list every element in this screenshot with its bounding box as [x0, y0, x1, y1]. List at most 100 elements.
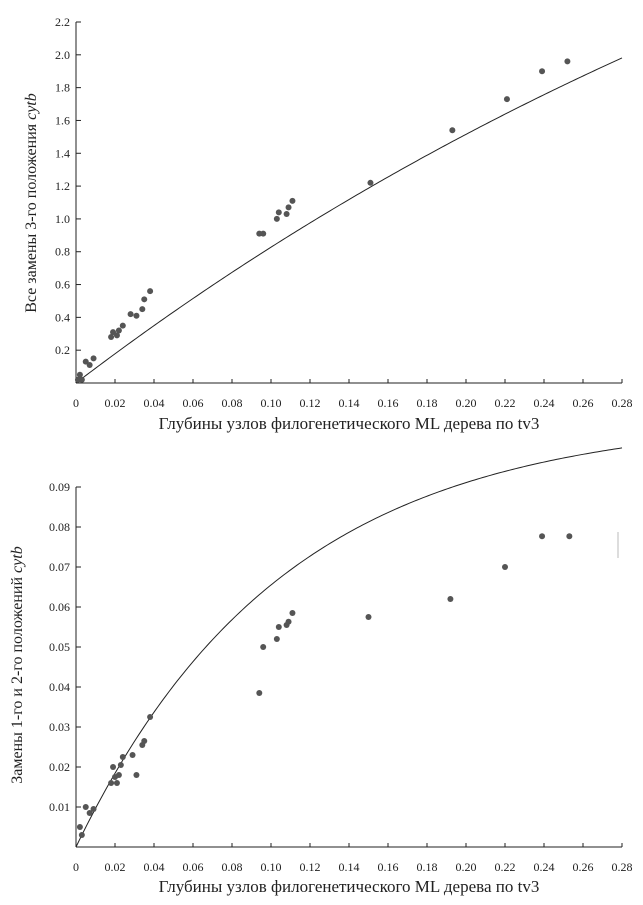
x-tick-label: 0.04 — [144, 396, 165, 410]
y-tick-label: 0.01 — [49, 800, 70, 814]
y-tick-label: 0.06 — [49, 600, 70, 614]
data-point — [119, 754, 126, 760]
data-point — [113, 780, 120, 786]
y-tick-label: 0.6 — [55, 278, 70, 292]
x-tick-label: 0.08 — [222, 396, 243, 410]
y-axis-label-italic: cytb — [9, 546, 26, 573]
x-tick-label: 0.16 — [378, 860, 399, 874]
data-point — [447, 596, 454, 602]
data-point — [275, 624, 282, 630]
data-point — [108, 334, 115, 341]
data-point — [285, 618, 292, 625]
x-tick-label: 0 — [73, 396, 79, 410]
x-tick-label: 0.06 — [183, 860, 204, 874]
x-tick-label: 0.22 — [495, 860, 516, 874]
x-tick-label: 0.12 — [300, 396, 321, 410]
data-point — [539, 68, 546, 75]
data-point — [147, 288, 154, 295]
y-axis-label-italic: cytb — [23, 93, 40, 120]
fit-curve — [75, 447, 623, 848]
x-tick-label: 0.18 — [417, 860, 438, 874]
data-point — [285, 204, 292, 211]
x-tick-label: 0.12 — [300, 860, 321, 874]
data-point — [117, 762, 124, 768]
data-point — [82, 804, 89, 810]
y-tick-label: 0.05 — [49, 640, 70, 654]
y-tick-label: 1.8 — [55, 81, 70, 95]
data-point — [256, 690, 263, 696]
data-point — [86, 810, 93, 816]
data-point — [273, 215, 280, 222]
x-tick-label: 0.14 — [339, 860, 360, 874]
data-point — [90, 355, 97, 362]
y-ticks: 0.01 0.02 0.03 0.04 0.05 0.06 0.07 0.08 0.09 — [49, 480, 81, 814]
x-axis-label: Глубины узлов филогенетического ML дерев… — [159, 414, 540, 433]
data-point — [76, 824, 83, 830]
x-ticks: 0 0.02 0.04 0.06 0.08 0.10 0.12 0.14 0.16 0.18 0.2… — [73, 379, 633, 410]
data-point — [129, 752, 136, 758]
data-point — [449, 127, 456, 134]
data-point — [133, 772, 140, 778]
data-point — [113, 332, 120, 339]
data-point — [260, 230, 267, 237]
fit-curve — [75, 57, 623, 384]
y-tick-label: 1.2 — [55, 179, 70, 193]
data-point — [365, 614, 372, 620]
y-axis-label: Все замены 3-го положения cytb — [23, 93, 40, 313]
y-axis-label: Замены 1-го и 2-го положений cytb — [9, 546, 26, 783]
chart-bottom: 0 0.02 0.04 0.06 0.08 0.10 0.12 0.14 0.16 0.18 0.2… — [9, 447, 633, 896]
x-axis-label: Глубины узлов филогенетического ML дерев… — [159, 877, 540, 896]
y-tick-label: 1.6 — [55, 113, 70, 127]
y-tick-label: 0.2 — [55, 343, 70, 357]
data-point — [503, 96, 510, 103]
x-tick-label: 0.10 — [261, 396, 282, 410]
x-ticks: 0 0.02 0.04 0.06 0.08 0.10 0.12 0.14 0.16 0.18 0.2… — [73, 843, 633, 874]
x-tick-label: 0.20 — [456, 396, 477, 410]
x-tick-label: 0.06 — [183, 396, 204, 410]
y-tick-label: 2.2 — [55, 15, 70, 29]
data-point — [78, 376, 85, 383]
y-tick-label: 0.07 — [49, 560, 70, 574]
x-tick-label: 0.02 — [105, 860, 126, 874]
y-tick-label: 1.0 — [55, 212, 70, 226]
data-point — [275, 209, 282, 216]
x-tick-label: 0.26 — [573, 860, 594, 874]
y-tick-label: 0.03 — [49, 720, 70, 734]
y-axis-label-main: Замены 1-го и 2-го положений — [9, 577, 26, 784]
data-points — [74, 58, 571, 383]
x-tick-label: 0.26 — [573, 396, 594, 410]
data-point — [127, 311, 134, 318]
y-ticks: 0.2 0.4 0.6 0.8 1.0 1.2 1.4 1.6 1.8 2.0 2.2 — [55, 15, 81, 357]
data-point — [108, 780, 115, 786]
data-point — [86, 361, 93, 368]
y-tick-label: 2.0 — [55, 48, 70, 62]
data-point — [139, 306, 146, 313]
y-tick-label: 0.08 — [49, 520, 70, 534]
y-tick-label: 0.04 — [49, 680, 70, 694]
data-point — [90, 806, 97, 812]
data-point — [564, 58, 571, 65]
x-tick-label: 0.02 — [105, 396, 126, 410]
data-point — [147, 714, 154, 720]
data-point — [133, 312, 140, 319]
y-axis-label-main: Все замены 3-го положения — [23, 123, 40, 313]
x-tick-label: 0.18 — [417, 396, 438, 410]
data-point — [260, 644, 267, 650]
x-tick-label: 0.24 — [534, 860, 555, 874]
data-point — [289, 610, 296, 616]
data-point — [289, 197, 296, 204]
data-points — [76, 533, 573, 838]
data-point — [115, 327, 122, 334]
data-point — [367, 179, 374, 186]
data-point — [273, 636, 280, 642]
y-tick-label: 0.8 — [55, 245, 70, 259]
y-tick-label: 0.4 — [55, 310, 70, 324]
x-tick-label: 0.04 — [144, 860, 165, 874]
data-point — [110, 764, 117, 770]
data-point — [566, 533, 573, 540]
x-tick-label: 0.20 — [456, 860, 477, 874]
y-tick-label: 1.4 — [55, 146, 70, 160]
x-tick-label: 0.28 — [612, 860, 633, 874]
data-point — [141, 296, 148, 303]
